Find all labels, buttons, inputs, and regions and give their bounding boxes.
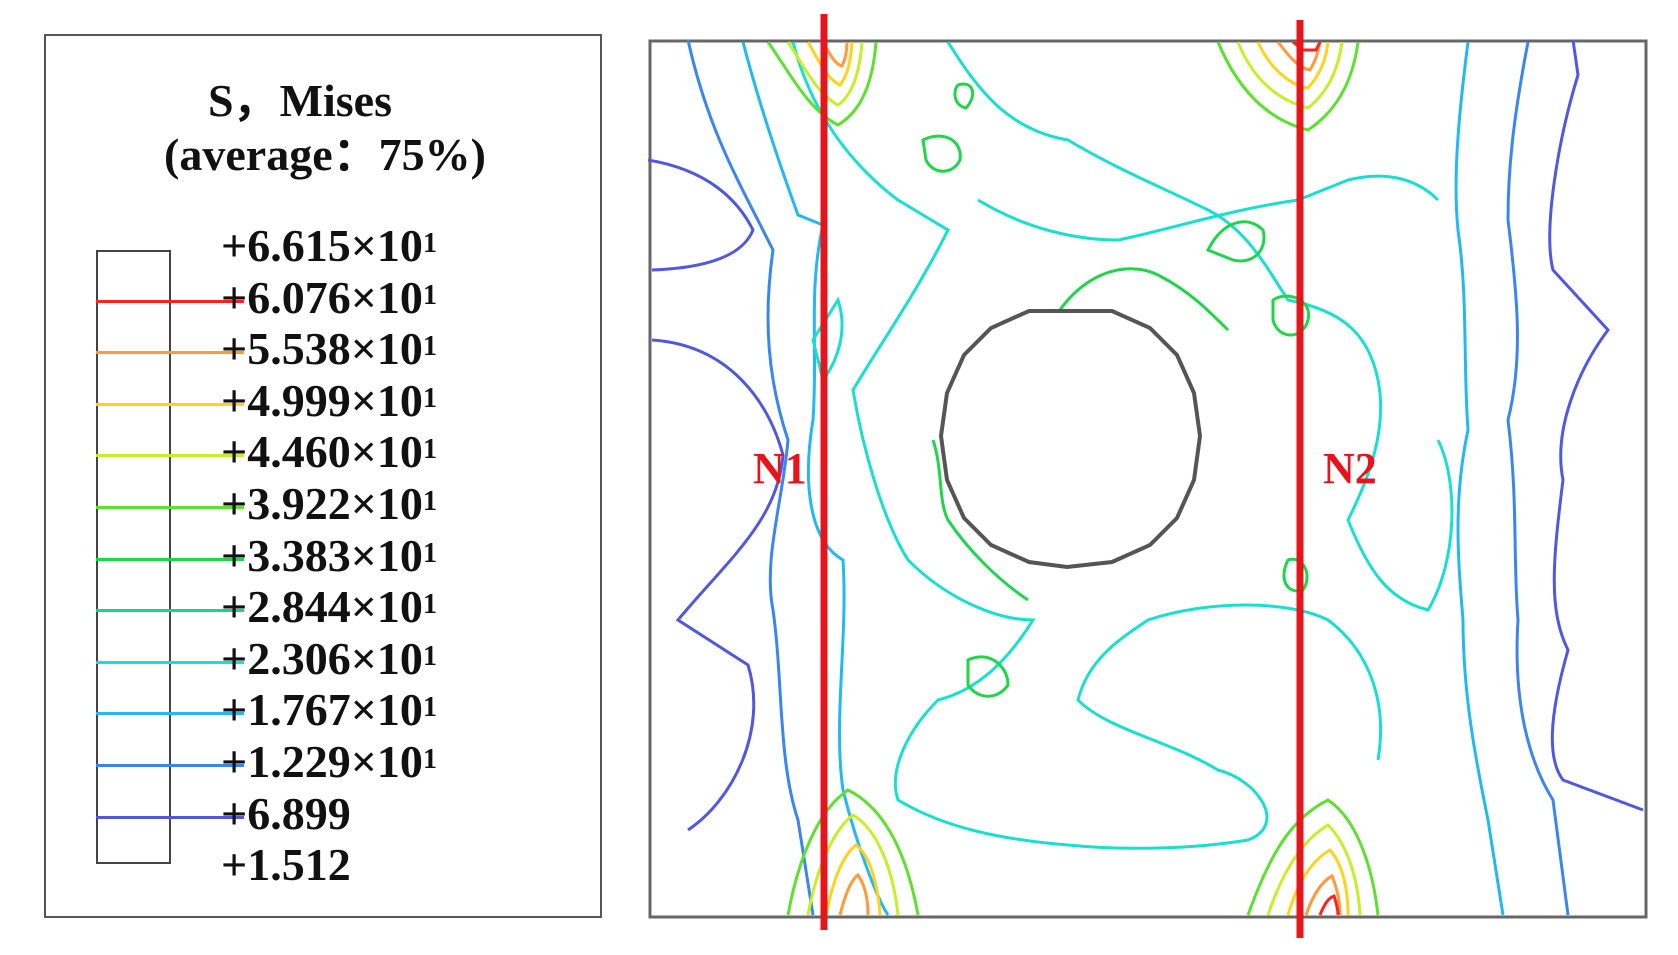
legend-level-value: +6.615×10 bbox=[221, 220, 423, 271]
legend-level-exponent: 1 bbox=[422, 486, 437, 517]
legend-level-label: +6.076×101 bbox=[221, 271, 437, 323]
legend-level-label: +2.844×101 bbox=[221, 584, 437, 630]
legend-color-line bbox=[96, 815, 244, 819]
legend-level-label: +5.538×101 bbox=[221, 326, 437, 372]
legend-color-line bbox=[96, 712, 244, 716]
hot-spot-top-right bbox=[1216, 40, 1360, 132]
legend-color-line bbox=[96, 402, 244, 406]
legend-level-label: +1.767×101 bbox=[221, 687, 437, 733]
legend-title-line1: S，Mises bbox=[208, 75, 392, 126]
legend-level-label: +1.229×101 bbox=[221, 739, 437, 785]
legend-level-exponent: 1 bbox=[422, 331, 437, 363]
legend-level-label: +2.306×101 bbox=[221, 632, 437, 684]
legend-level-label: +4.999×101 bbox=[221, 374, 437, 426]
legend-level-exponent: 1 bbox=[422, 279, 437, 311]
legend-level-value: +4.460×10 bbox=[221, 426, 423, 478]
legend-color-line bbox=[96, 351, 244, 355]
legend-level-value: +6.899 bbox=[221, 787, 351, 839]
legend-level-exponent: 1 bbox=[422, 692, 437, 724]
legend-level-value: +1.767×10 bbox=[221, 684, 423, 736]
legend-level-exponent: 1 bbox=[422, 744, 437, 775]
central-hole bbox=[938, 309, 1203, 570]
legend-level-label: +1.512 bbox=[221, 842, 351, 888]
legend-color-line bbox=[96, 299, 244, 303]
legend-level-label: +6.899 bbox=[221, 787, 351, 839]
legend-level-exponent: 1 bbox=[422, 589, 437, 621]
legend-title-line2: (average：75%) bbox=[164, 129, 486, 180]
contour-cyan bbox=[791, 41, 1454, 850]
legend-level-exponent: 1 bbox=[422, 434, 437, 466]
legend-panel: S，Mises (average：75%) +6.615×101 +6.076×1… bbox=[44, 34, 602, 918]
legend-level-exponent: 1 bbox=[422, 640, 437, 672]
legend-level-value: +6.076×10 bbox=[221, 271, 423, 323]
legend-level-exponent: 1 bbox=[422, 537, 437, 569]
hot-spot-bottom-left bbox=[786, 788, 920, 916]
legend-level-value: +1.229×10 bbox=[221, 736, 423, 787]
legend-level-value: +1.512 bbox=[221, 839, 351, 891]
legend-color-line bbox=[96, 660, 244, 664]
contour-light-blue bbox=[741, 41, 1505, 916]
legend-color-line bbox=[96, 557, 244, 561]
label-n1: N1 bbox=[753, 444, 807, 493]
legend-level-value: +2.844×10 bbox=[221, 581, 423, 633]
legend-color-line bbox=[96, 506, 244, 509]
contour-blue bbox=[648, 39, 1644, 832]
legend-level-exponent: 1 bbox=[422, 228, 437, 259]
legend-level-label: +4.460×101 bbox=[221, 429, 437, 475]
contour-green bbox=[921, 82, 1311, 698]
hot-spot-top-left bbox=[766, 41, 878, 127]
legend-level-value: +5.538×10 bbox=[221, 323, 423, 375]
legend-level-value: +2.306×10 bbox=[221, 632, 423, 684]
legend-level-value: +3.922×10 bbox=[221, 478, 423, 529]
label-n2: N2 bbox=[1323, 444, 1377, 493]
legend-level-label: +3.922×101 bbox=[221, 481, 437, 527]
legend-color-line bbox=[96, 454, 244, 458]
legend-level-label: +3.383×101 bbox=[221, 529, 437, 581]
contour-mid-blue bbox=[686, 39, 1570, 916]
legend-color-line bbox=[96, 764, 244, 767]
contour-plot: N1 N2 bbox=[648, 14, 1648, 938]
legend-level-label: +6.615×101 bbox=[221, 223, 437, 269]
legend-level-value: +3.383×10 bbox=[221, 529, 423, 581]
legend-level-value: +4.999×10 bbox=[221, 374, 423, 426]
legend-color-line bbox=[96, 609, 244, 613]
legend-title: S，Mises (average：75%) bbox=[46, 74, 604, 182]
legend-level-exponent: 1 bbox=[422, 382, 437, 414]
